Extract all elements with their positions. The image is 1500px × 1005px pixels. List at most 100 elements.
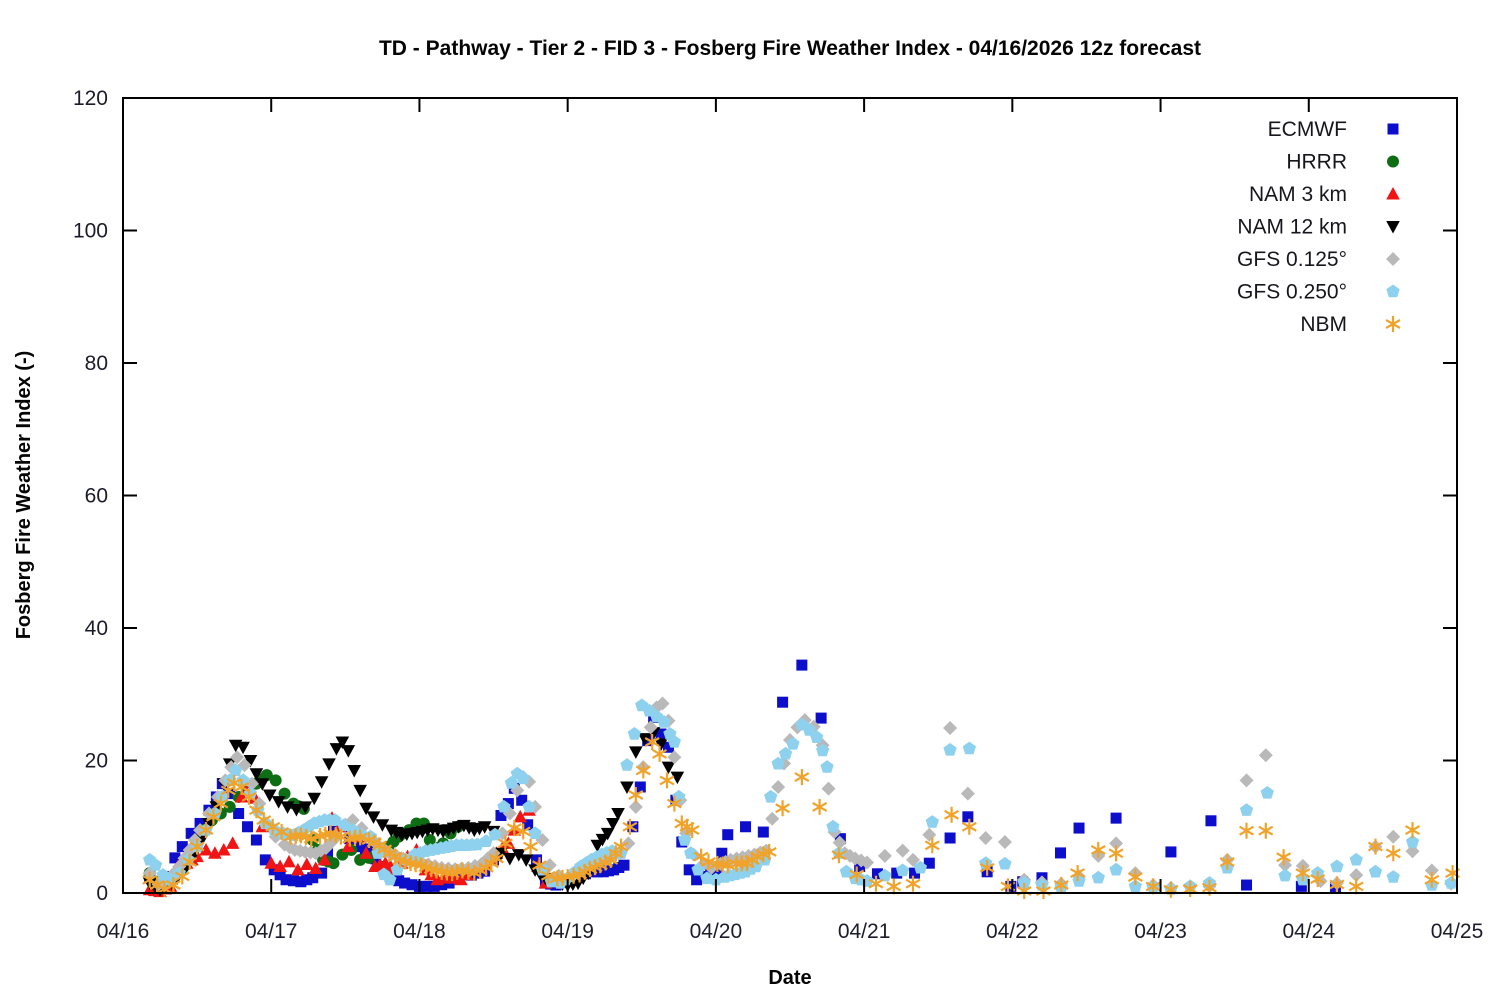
data-point — [264, 856, 279, 869]
legend-label-gfs-0-125: GFS 0.125° — [1237, 248, 1347, 271]
data-point — [428, 880, 440, 892]
data-point — [282, 854, 296, 868]
x-tick-label: 04/16 — [97, 920, 150, 943]
data-point — [287, 875, 299, 887]
data-point — [1110, 812, 1122, 824]
data-point — [280, 874, 292, 886]
data-point — [1278, 858, 1293, 873]
data-point — [301, 874, 313, 886]
x-tick-label: 04/22 — [986, 920, 1039, 943]
data-point — [359, 846, 373, 859]
data-point — [777, 696, 789, 708]
data-point — [393, 875, 405, 887]
data-point — [273, 859, 287, 872]
axis-ticks — [122, 97, 1458, 894]
legend-label-nbm: NBM — [1300, 313, 1347, 336]
legend-label-hrrr: HRRR — [1286, 151, 1347, 174]
y-tick-label: 80 — [85, 352, 108, 375]
data-point — [255, 778, 270, 791]
data-point — [1295, 880, 1307, 892]
axis-tick-labels: 04/16 04/17 04/18 04/19 04/20 04/21 04/22 04/23… — [73, 87, 1483, 943]
data-point — [943, 721, 958, 736]
data-point — [710, 866, 722, 878]
data-point — [1005, 880, 1017, 892]
data-point — [627, 821, 639, 833]
data-point — [620, 781, 634, 794]
data-point — [298, 801, 313, 814]
data-point — [250, 834, 262, 846]
data-point — [236, 741, 250, 755]
data-point — [291, 862, 305, 876]
data-point — [643, 720, 658, 735]
data-point — [1349, 868, 1364, 883]
data-point — [871, 868, 883, 880]
data-point — [314, 776, 329, 789]
data-point — [359, 802, 373, 816]
x-tick-label: 04/20 — [690, 920, 743, 943]
data-point — [854, 861, 866, 872]
data-point — [997, 834, 1012, 849]
data-point — [670, 771, 685, 785]
data-point — [295, 876, 307, 888]
y-tick-label: 40 — [85, 617, 108, 640]
y-tick-label: 120 — [73, 87, 108, 110]
data-point — [655, 728, 667, 740]
data-point — [1405, 844, 1420, 859]
data-point — [860, 855, 875, 870]
data-point — [621, 836, 636, 851]
data-point — [341, 839, 356, 853]
data-point — [765, 811, 780, 826]
data-point — [944, 832, 956, 844]
data-point — [503, 853, 517, 866]
data-point — [208, 846, 222, 859]
data-point — [1386, 829, 1401, 844]
y-axis-label: Fosberg Fire Weather Index (-) — [13, 351, 35, 640]
data-point — [667, 750, 682, 765]
data-point — [522, 819, 534, 831]
data-point — [269, 774, 282, 787]
data-point — [1109, 836, 1124, 851]
data-point — [691, 874, 703, 886]
y-tick-label: 20 — [85, 750, 108, 773]
data-point — [341, 745, 356, 758]
data-point — [906, 852, 921, 867]
legend-label-nam-12-km: NAM 12 km — [1237, 216, 1347, 239]
data-point — [406, 879, 418, 891]
x-tick-label: 04/25 — [1431, 920, 1484, 943]
data-point — [923, 857, 935, 869]
legend-label-nam-3-km: NAM 3 km — [1249, 183, 1347, 206]
data-point — [399, 877, 411, 889]
data-point — [274, 869, 286, 881]
data-point — [611, 808, 625, 821]
data-point — [628, 799, 643, 814]
data-point — [516, 794, 528, 806]
data-point — [978, 831, 993, 846]
legend-marker-nbm-icon — [1385, 316, 1401, 332]
data-point — [317, 852, 332, 866]
y-tick-label: 60 — [85, 485, 108, 508]
data-point — [224, 788, 236, 800]
data-point — [365, 845, 377, 857]
legend-marker-hrrr-icon — [1387, 155, 1399, 168]
data-point — [683, 864, 695, 876]
series-nam-12-km — [142, 727, 685, 897]
data-point — [299, 857, 314, 871]
data-point — [618, 859, 630, 871]
data-point — [637, 733, 652, 746]
x-tick-label: 04/21 — [838, 920, 891, 943]
data-point — [740, 821, 752, 833]
data-point — [531, 854, 543, 866]
legend-marker-gfs-0-250-icon — [1386, 284, 1400, 298]
data-point — [895, 843, 910, 858]
data-point — [375, 819, 390, 832]
data-point — [242, 821, 254, 833]
data-point — [243, 755, 258, 768]
data-point — [891, 867, 903, 879]
y-tick-label: 0 — [96, 882, 108, 905]
data-point — [477, 821, 492, 834]
data-point — [230, 750, 245, 765]
data-point — [1055, 847, 1067, 859]
x-tick-label: 04/24 — [1282, 920, 1335, 943]
y-tick-label: 100 — [73, 220, 108, 243]
